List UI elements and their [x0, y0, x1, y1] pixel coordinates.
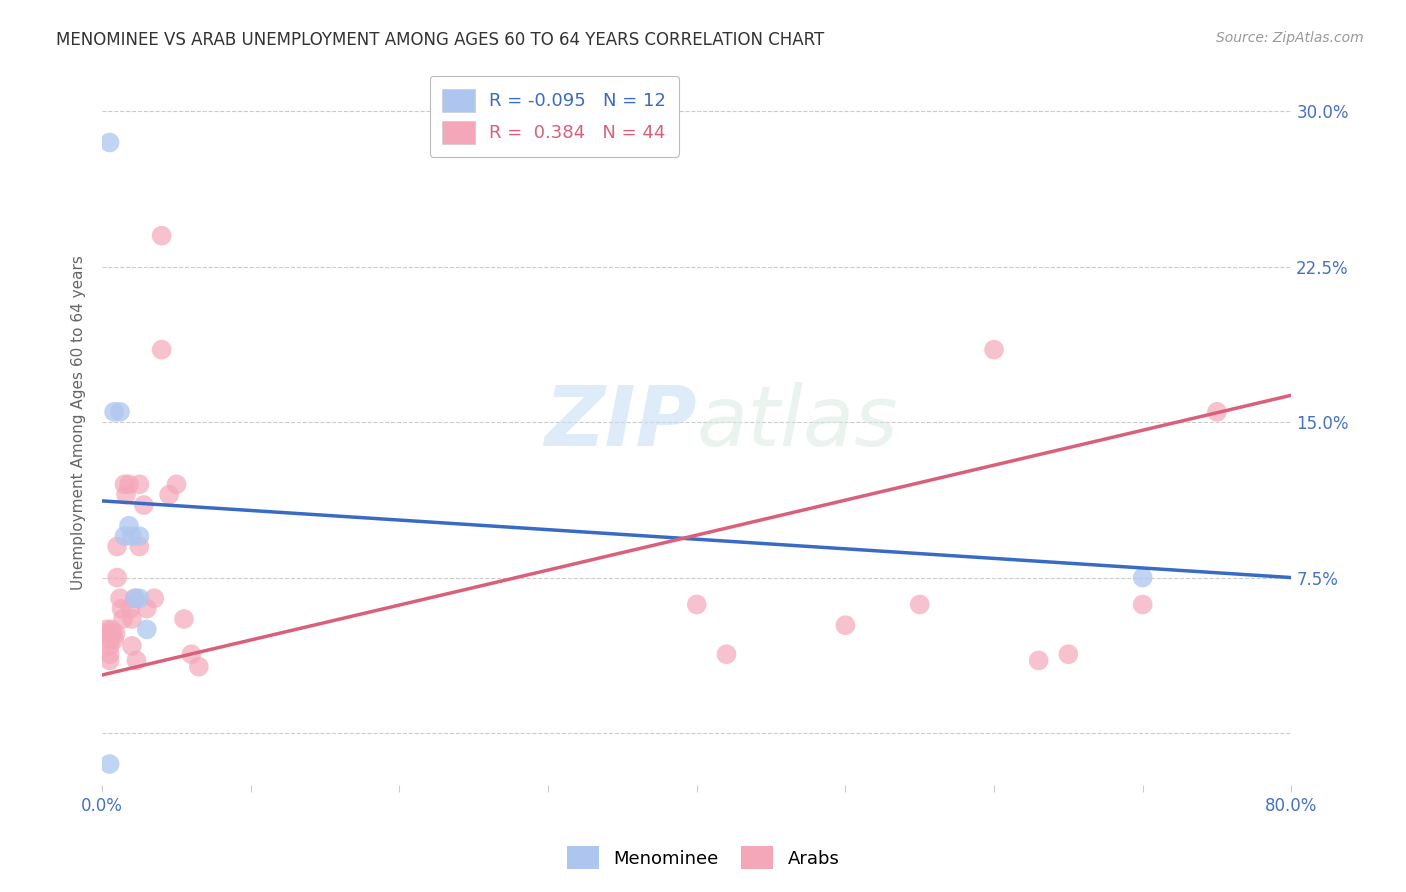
Point [103, 632, 125, 647]
Point [1132, 598, 1154, 612]
Point [157, 488, 180, 502]
Point [118, 518, 141, 533]
Point [108, 405, 131, 419]
Point [98, 757, 121, 772]
Point [98, 632, 121, 647]
Point [187, 659, 209, 673]
Point [128, 529, 150, 543]
Point [124, 591, 146, 606]
Point [1057, 647, 1080, 661]
Point [105, 540, 128, 554]
Point [166, 477, 188, 491]
Point [128, 477, 150, 491]
Point [115, 488, 138, 502]
Point [110, 601, 132, 615]
Point [132, 498, 155, 512]
Point [908, 598, 931, 612]
Point [108, 591, 131, 606]
Y-axis label: Unemployment Among Ages 60 to 64 years: Unemployment Among Ages 60 to 64 years [72, 255, 86, 590]
Text: Source: ZipAtlas.com: Source: ZipAtlas.com [1216, 31, 1364, 45]
Point [104, 626, 127, 640]
Point [1132, 570, 1154, 584]
Point [135, 601, 157, 615]
Point [105, 570, 128, 584]
Point [96, 623, 118, 637]
Point [180, 647, 202, 661]
Point [983, 343, 1005, 357]
Point [716, 647, 738, 661]
Point [121, 639, 143, 653]
Point [125, 653, 148, 667]
Point [98, 653, 121, 667]
Legend: R = -0.095   N = 12, R =  0.384   N = 44: R = -0.095 N = 12, R = 0.384 N = 44 [429, 76, 679, 157]
Point [97, 626, 120, 640]
Point [686, 598, 709, 612]
Point [120, 601, 142, 615]
Point [128, 540, 150, 554]
Point [128, 591, 150, 606]
Point [118, 477, 141, 491]
Point [121, 612, 143, 626]
Point [135, 623, 157, 637]
Point [98, 647, 121, 661]
Point [124, 591, 146, 606]
Point [111, 612, 134, 626]
Point [98, 639, 121, 653]
Point [103, 405, 125, 419]
Point [1028, 653, 1050, 667]
Point [121, 529, 143, 543]
Point [100, 623, 122, 637]
Text: MENOMINEE VS ARAB UNEMPLOYMENT AMONG AGES 60 TO 64 YEARS CORRELATION CHART: MENOMINEE VS ARAB UNEMPLOYMENT AMONG AGE… [56, 31, 824, 49]
Point [101, 626, 124, 640]
Point [834, 618, 856, 632]
Point [150, 343, 173, 357]
Point [150, 228, 173, 243]
Point [1206, 405, 1229, 419]
Point [114, 477, 136, 491]
Point [143, 591, 166, 606]
Text: atlas: atlas [697, 382, 898, 463]
Point [114, 529, 136, 543]
Text: ZIP: ZIP [544, 382, 697, 463]
Legend: Menominee, Arabs: Menominee, Arabs [558, 838, 848, 879]
Point [173, 612, 195, 626]
Point [98, 136, 121, 150]
